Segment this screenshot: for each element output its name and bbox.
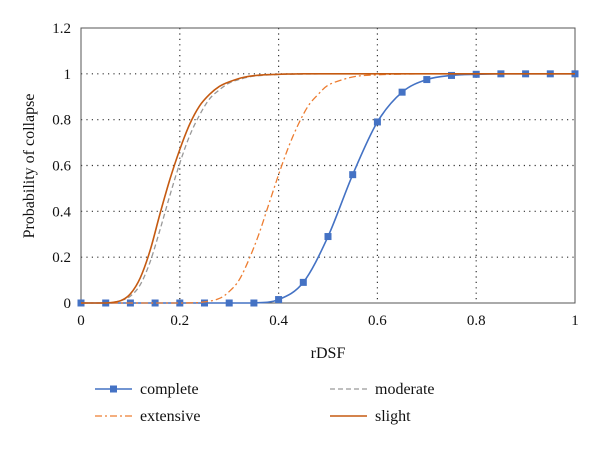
data-point-complete xyxy=(324,233,332,241)
x-tick-label: 0 xyxy=(77,313,85,329)
legend-entry-extensive: extensive xyxy=(95,408,200,425)
x-tick-label: 0.4 xyxy=(269,313,288,329)
y-tick-label: 0.8 xyxy=(52,113,71,129)
data-point-complete xyxy=(275,296,283,304)
legend-entry-complete: complete xyxy=(95,381,199,398)
data-point-complete xyxy=(225,299,233,307)
data-series xyxy=(77,70,579,307)
x-tick-label: 1 xyxy=(571,313,579,329)
plot-area-frame xyxy=(80,27,576,304)
legend-entry-moderate: moderate xyxy=(330,381,435,398)
legend: complete extensive moderate slight xyxy=(95,381,435,425)
legend-marker-complete xyxy=(110,385,117,393)
x-axis-title: rDSF xyxy=(311,345,346,362)
data-point-complete xyxy=(201,299,208,307)
legend-entry-slight: slight xyxy=(330,408,411,425)
data-point-complete xyxy=(373,118,381,126)
y-tick-label: 0.4 xyxy=(52,204,71,220)
x-tick-label: 0.6 xyxy=(368,313,387,329)
series-line-extensive xyxy=(81,73,575,304)
data-point-complete xyxy=(176,299,184,307)
grid-lines xyxy=(81,28,575,303)
data-point-complete xyxy=(349,171,357,179)
y-tick-label: 0 xyxy=(64,296,72,312)
data-point-complete xyxy=(448,71,455,79)
legend-label-slight: slight xyxy=(375,408,411,425)
series-line-moderate xyxy=(81,73,575,304)
y-tick-label: 1 xyxy=(64,67,72,83)
legend-label-moderate: moderate xyxy=(375,381,435,398)
y-tick-label: 0.6 xyxy=(52,159,71,175)
series-line-complete xyxy=(81,73,575,304)
data-point-complete xyxy=(250,299,258,307)
x-tick-label: 0.8 xyxy=(467,313,486,329)
data-point-complete xyxy=(299,278,307,286)
data-point-complete xyxy=(423,76,431,84)
legend-label-extensive: extensive xyxy=(140,408,200,425)
series-line-slight xyxy=(81,73,575,304)
x-tick-label: 0.2 xyxy=(170,313,189,329)
y-axis-title: Probability of collapse xyxy=(21,94,38,239)
y-tick-label: 1.2 xyxy=(52,21,71,37)
legend-label-complete: complete xyxy=(140,381,199,398)
y-tick-label: 0.2 xyxy=(52,250,71,266)
data-point-complete xyxy=(151,299,159,307)
axis-ticks: 0 0.2 0.4 0.6 0.8 1 0 0.2 0.4 0.6 0.8 1 1.2 xyxy=(52,21,579,329)
data-point-complete xyxy=(398,88,406,96)
